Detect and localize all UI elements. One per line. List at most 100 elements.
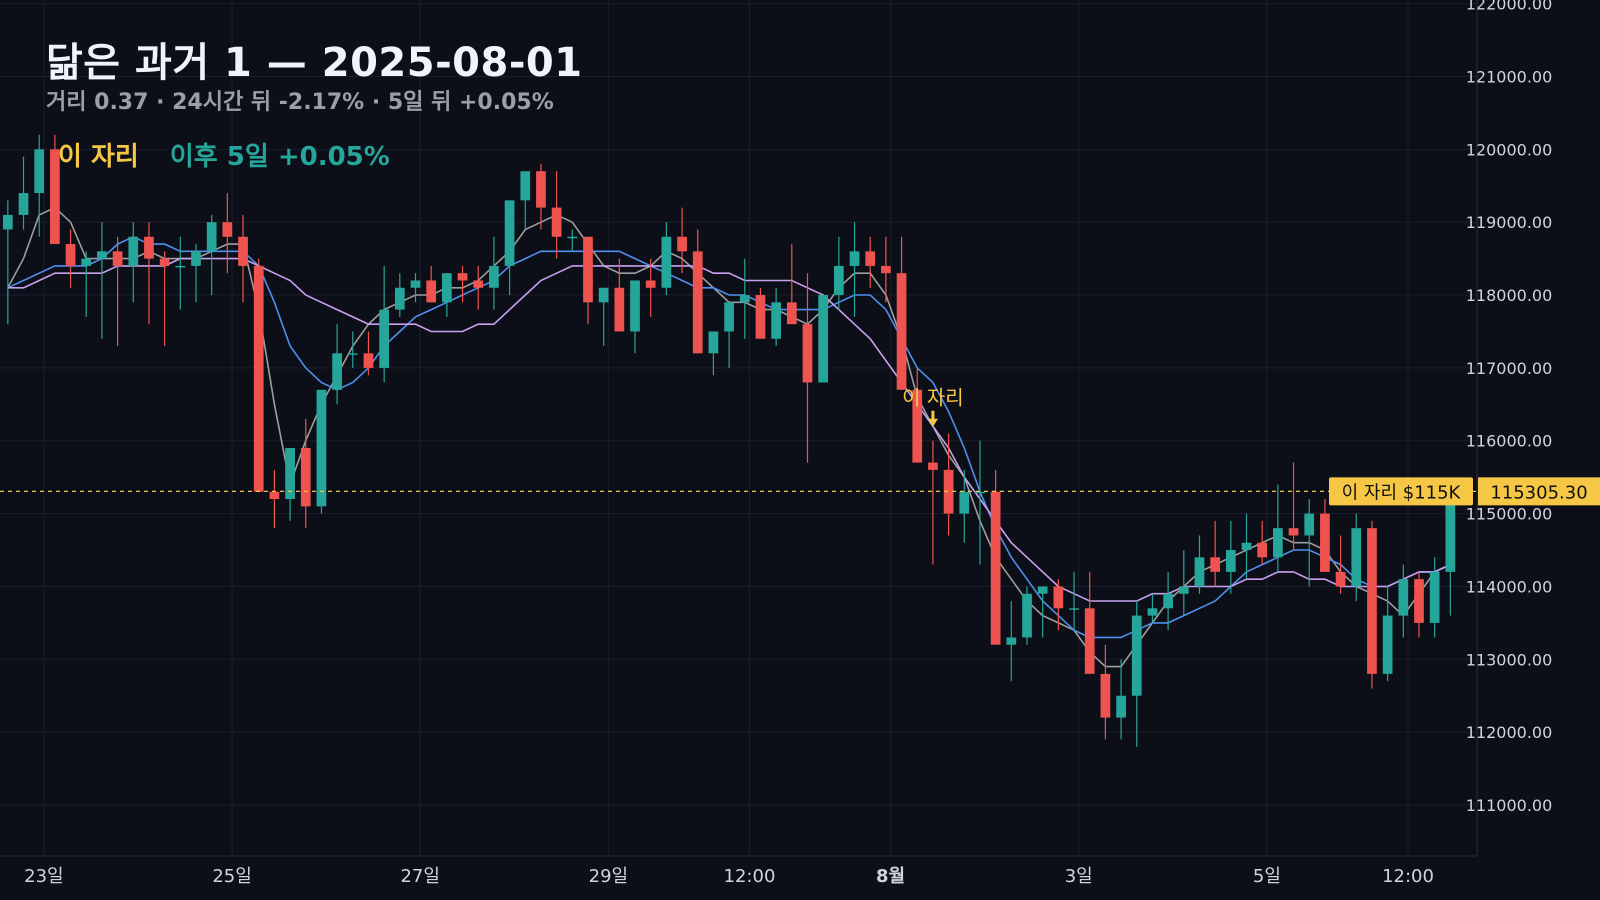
candle[interactable] [896,236,907,390]
candle[interactable] [661,222,672,296]
candlestick-series[interactable] [2,134,1456,747]
candle[interactable] [1006,601,1017,682]
candle[interactable] [1257,520,1268,565]
candle[interactable] [614,258,625,332]
candle[interactable] [1288,462,1299,551]
candle[interactable] [144,222,154,325]
candle[interactable] [1037,586,1048,638]
candle[interactable] [1116,659,1126,740]
candle[interactable] [34,134,45,237]
candle[interactable] [818,295,829,383]
candle[interactable] [551,171,562,259]
candle[interactable] [677,207,687,274]
candle[interactable] [1163,571,1173,631]
candle[interactable] [1131,601,1142,747]
candle[interactable] [1225,520,1236,594]
candle[interactable] [1022,586,1032,645]
candle[interactable] [1398,564,1409,638]
candle[interactable] [175,236,186,310]
candle[interactable] [708,331,719,376]
candle[interactable] [1445,491,1456,616]
candle[interactable] [802,273,813,463]
candle[interactable] [253,258,264,492]
candle[interactable] [473,265,484,310]
candle[interactable] [1367,520,1377,689]
candle[interactable] [912,367,923,463]
candle[interactable] [928,440,938,565]
candle[interactable] [975,440,985,565]
candle[interactable] [598,287,609,347]
candle[interactable] [833,236,844,310]
candle[interactable] [520,171,531,230]
candle[interactable] [128,222,139,303]
candle[interactable] [50,134,60,245]
candle[interactable] [1335,535,1346,594]
candle[interactable] [504,200,515,296]
candle-body [849,251,860,266]
candle[interactable] [645,258,656,317]
candle[interactable] [1429,557,1440,638]
candle[interactable] [1414,571,1424,638]
candle[interactable] [959,469,970,543]
candle[interactable] [300,418,311,529]
candle[interactable] [1053,579,1064,631]
candle[interactable] [457,265,468,303]
candle[interactable] [442,273,452,317]
candle[interactable] [1382,586,1393,682]
candle[interactable] [990,469,1001,645]
candle[interactable] [1241,513,1252,580]
candle-body [1022,593,1032,638]
candle[interactable] [65,229,76,288]
candle[interactable] [332,324,342,405]
candle[interactable] [206,214,217,296]
candle-body [1069,608,1079,610]
candle[interactable] [536,163,546,230]
candle[interactable] [222,193,233,274]
candle[interactable] [1147,593,1158,623]
candle[interactable] [269,469,280,529]
candle[interactable] [1069,571,1079,631]
candle[interactable] [379,265,390,383]
candle[interactable] [583,236,593,325]
candle[interactable] [1178,550,1189,616]
candle[interactable] [1273,484,1283,572]
candle[interactable] [692,229,703,354]
candle[interactable] [1304,499,1315,587]
candle[interactable] [865,236,876,288]
candle[interactable] [771,287,781,347]
candle[interactable] [159,251,170,347]
candle[interactable] [849,222,860,317]
candle[interactable] [567,229,578,252]
candle-body [724,302,734,332]
candle[interactable] [1320,499,1330,572]
candle[interactable] [489,236,499,310]
candle[interactable] [1100,644,1111,740]
candle[interactable] [739,258,750,339]
candle[interactable] [426,265,437,303]
candle-body [1006,637,1017,645]
candle[interactable] [2,200,13,325]
candle[interactable] [1084,571,1095,674]
candle[interactable] [755,287,766,339]
candle[interactable] [1194,535,1205,594]
candle[interactable] [1351,513,1362,602]
candle[interactable] [81,251,92,317]
candle[interactable] [97,222,107,339]
candle[interactable] [238,214,248,303]
candle-body [191,251,201,266]
candle[interactable] [112,236,123,347]
candle[interactable] [316,389,327,514]
candle[interactable] [943,433,954,536]
candle[interactable] [410,273,421,303]
candle[interactable] [786,244,797,325]
candle[interactable] [394,273,405,317]
candle[interactable] [630,280,640,354]
candle[interactable] [347,331,358,368]
candle[interactable] [363,331,374,376]
candle[interactable] [18,156,29,230]
candle[interactable] [191,244,201,303]
candle[interactable] [881,236,891,303]
candle[interactable] [1210,520,1221,587]
candle[interactable] [724,302,734,368]
